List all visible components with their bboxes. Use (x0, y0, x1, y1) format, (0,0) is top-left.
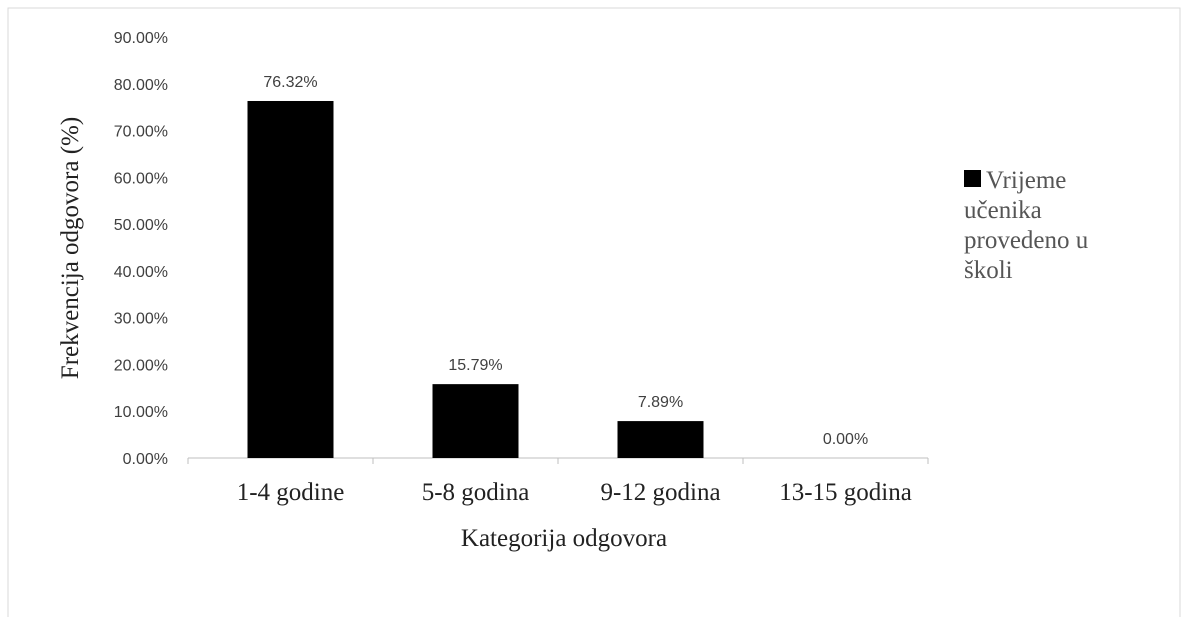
y-tick-label: 10.00% (114, 404, 168, 421)
y-tick-label: 70.00% (114, 124, 168, 141)
y-tick-label: 30.00% (114, 311, 168, 328)
x-tick-label: 5-8 godina (422, 479, 530, 506)
y-tick-label: 80.00% (114, 77, 168, 94)
data-label: 7.89% (638, 394, 683, 411)
y-tick-label: 60.00% (114, 170, 168, 187)
legend: Vrijeme učenika provedeno u školi (964, 166, 1104, 286)
legend-label: Vrijeme učenika provedeno u školi (964, 167, 1089, 284)
x-axis-label: Kategorija odgovora (461, 525, 667, 552)
y-tick-label: 90.00% (114, 30, 168, 47)
bar (247, 100, 334, 458)
y-tick-label: 50.00% (114, 217, 168, 234)
data-label: 76.32% (263, 74, 317, 91)
data-label: 15.79% (448, 357, 502, 374)
y-tick-label: 40.00% (114, 264, 168, 281)
y-tick-label: 20.00% (114, 357, 168, 374)
chart-border (7, 7, 1181, 617)
data-label: 0.00% (823, 431, 868, 448)
y-tick-label: 0.00% (123, 451, 168, 468)
y-axis-label: Frekvencija odgovora (%) (57, 117, 84, 379)
x-tick-label: 13-15 godina (779, 479, 912, 506)
bar (617, 421, 704, 458)
x-tick-label: 9-12 godina (600, 479, 720, 506)
x-tick-label: 1-4 godine (237, 479, 345, 506)
legend-swatch (964, 170, 981, 187)
bar (432, 384, 519, 458)
